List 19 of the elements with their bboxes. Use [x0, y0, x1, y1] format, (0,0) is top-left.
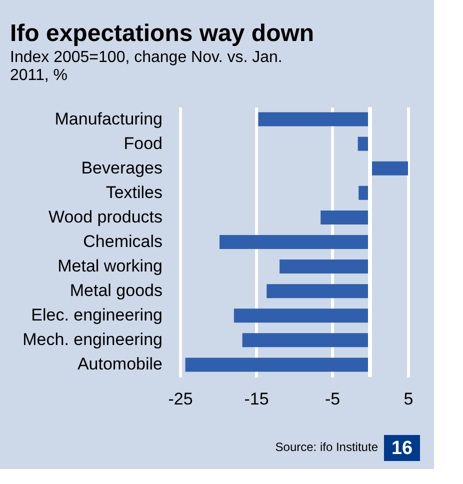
y-tick-label: Beverages [81, 158, 162, 178]
y-tick-label: Wood products [48, 207, 162, 226]
chart-subtitle: Index 2005=100, change Nov. vs. Jan. 2011, % [10, 49, 282, 84]
x-tick-label: -5 [324, 390, 340, 408]
y-tick-label: Mech. engineering [22, 330, 162, 350]
y-tick-label: Metal goods [70, 281, 162, 300]
y-tick-label: Automobile [77, 354, 162, 374]
chart-title: Ifo expectations way down [10, 20, 314, 47]
text: 16 [391, 438, 413, 459]
x-tick-label: -15 [244, 390, 269, 408]
y-tick-label: Elec. engineering [31, 306, 162, 325]
y-tick-label: Textiles [106, 182, 162, 202]
y-tick-label: Food [124, 134, 162, 153]
y-tick-label: Manufacturing [54, 109, 162, 128]
y-tick-label: Metal working [58, 256, 162, 276]
y-tick-label: Chemicals [83, 232, 162, 251]
source-note: Source: ifo Institute [275, 440, 378, 454]
x-tick-label: 5 [404, 390, 414, 408]
x-tick-label: -25 [168, 390, 193, 408]
